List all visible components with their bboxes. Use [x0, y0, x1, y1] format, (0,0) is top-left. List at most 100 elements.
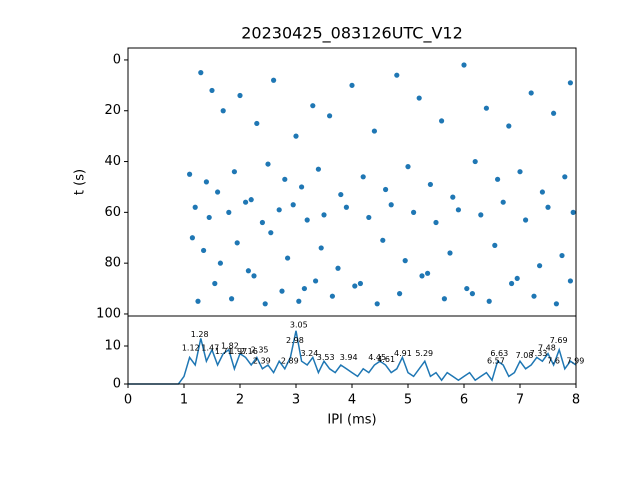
peak-label: 1.12: [182, 343, 200, 352]
point: [472, 158, 478, 165]
point: [559, 252, 565, 259]
point: [478, 212, 484, 218]
point: [201, 247, 207, 254]
point: [450, 194, 456, 200]
point: [464, 285, 470, 292]
point: [570, 209, 576, 215]
point: [551, 110, 557, 116]
point: [402, 258, 408, 264]
point: [553, 301, 560, 307]
y-tick-label: 40: [104, 154, 121, 169]
peak-label: 3.94: [340, 353, 358, 362]
peak-label: 1.47: [201, 343, 219, 352]
x-tick-label: 7: [516, 393, 524, 408]
point: [349, 82, 355, 88]
y-tick-label: 0: [113, 52, 121, 67]
peak-label: 7.69: [550, 336, 568, 345]
point: [315, 166, 321, 172]
point: [486, 298, 492, 304]
peak-label: 7.48: [538, 343, 556, 352]
point: [374, 301, 380, 307]
point: [254, 120, 260, 127]
point: [296, 298, 302, 304]
point: [416, 95, 422, 101]
point: [248, 197, 254, 203]
point: [279, 288, 285, 294]
point: [268, 230, 274, 236]
point: [506, 123, 512, 129]
point: [259, 219, 265, 226]
point: [405, 164, 411, 170]
point: [209, 87, 215, 94]
point: [318, 245, 324, 251]
point: [427, 181, 433, 188]
point: [237, 92, 243, 99]
point: [469, 291, 475, 297]
x-tick-label: 4: [348, 393, 356, 408]
x-axis-label: IPI (ms): [327, 413, 376, 428]
peak-label: 6.57: [487, 357, 505, 366]
point: [509, 280, 515, 287]
peak-label: 7.6: [547, 357, 560, 366]
point: [243, 199, 249, 205]
point: [215, 189, 221, 195]
peak-label: 7.08: [516, 351, 534, 360]
point: [231, 169, 237, 175]
point: [271, 77, 277, 83]
point: [483, 105, 489, 111]
point: [461, 62, 467, 68]
point: [329, 293, 335, 299]
peak-label: 7.99: [567, 357, 585, 366]
y-tick-label: 10: [104, 339, 121, 354]
y-tick-label: 20: [104, 103, 121, 118]
point: [293, 133, 299, 139]
point: [562, 174, 568, 180]
peak-label: 4.61: [377, 355, 395, 364]
point: [388, 202, 394, 208]
point: [439, 118, 445, 124]
point: [187, 171, 193, 177]
point: [567, 278, 574, 284]
x-tick-label: 5: [404, 393, 412, 408]
point: [217, 260, 223, 266]
peak-label: 3.05: [290, 321, 308, 330]
point: [189, 235, 195, 241]
point: [343, 204, 349, 210]
point: [545, 204, 551, 210]
point: [523, 217, 529, 223]
point: [352, 283, 358, 289]
axes-frame: [127, 47, 577, 317]
peak-label: 2.39: [253, 357, 271, 366]
point: [455, 207, 461, 213]
point: [441, 296, 447, 302]
point: [366, 214, 372, 221]
point: [234, 240, 240, 246]
point: [380, 237, 386, 243]
point: [251, 273, 257, 279]
peak-label: 2.98: [286, 336, 304, 345]
peak-label: 1.82: [221, 342, 239, 351]
peak-label: 4.45: [368, 353, 386, 362]
point: [357, 280, 363, 287]
point: [245, 268, 251, 274]
x-tick-label: 8: [572, 393, 580, 408]
point: [220, 108, 226, 114]
point: [539, 189, 546, 195]
point: [492, 242, 498, 248]
x-tick-label: 3: [292, 393, 300, 408]
histogram-line: [128, 330, 577, 385]
point: [394, 72, 400, 78]
point: [433, 219, 439, 226]
point: [310, 103, 316, 109]
point: [276, 207, 282, 213]
peak-label: 6.63: [490, 349, 508, 358]
y-axis-label: t (s): [73, 169, 88, 195]
point: [411, 209, 417, 215]
point: [192, 204, 198, 210]
point: [198, 70, 204, 76]
peak-label: 5.29: [415, 349, 433, 358]
point: [304, 217, 310, 223]
point: [206, 214, 212, 221]
point: [383, 186, 389, 193]
